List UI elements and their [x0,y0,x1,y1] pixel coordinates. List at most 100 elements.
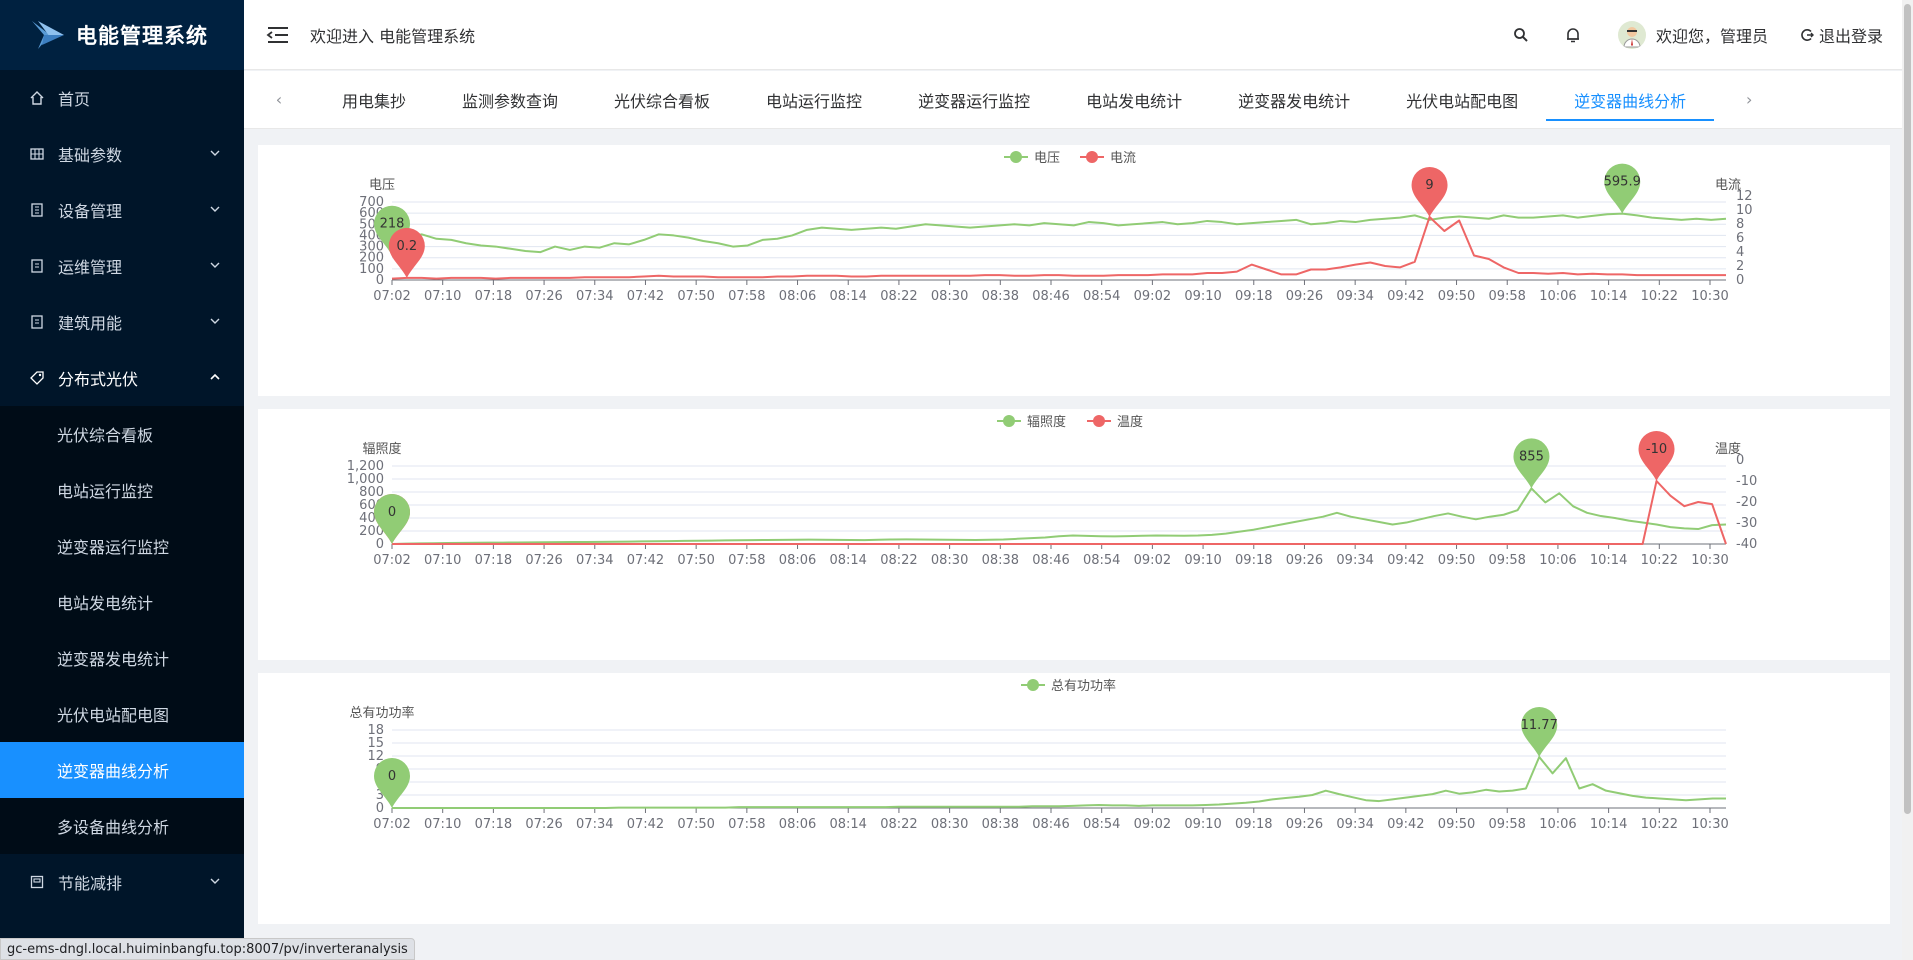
scrollbar-thumb[interactable] [1904,4,1911,814]
chevron-up-icon [210,373,220,380]
series-line-1 [391,216,1726,280]
legend-label-0: 总有功功率 [1051,678,1116,694]
markpoint-shape [1513,438,1550,489]
user-greeting[interactable]: 欢迎您，管理员 [1655,27,1768,46]
sidebar-item-home[interactable]: 首页 [0,70,244,126]
y-tick-label-right: 0 [1736,453,1744,468]
x-tick-label: 08:54 [1083,817,1120,832]
x-tick-label: 08:30 [931,289,968,304]
tab-inverter-monitor[interactable]: 逆变器运行监控 [918,91,1031,111]
x-tick-label: 10:06 [1539,553,1576,568]
x-tick-label: 08:46 [1032,553,1069,568]
x-tick-label: 07:42 [627,289,664,304]
chevron-down-icon [210,262,220,268]
y-tick-label-left: 1,000 [347,472,384,487]
x-tick-label: 09:02 [1134,553,1171,568]
document-icon [28,257,46,275]
x-tick-label: 08:22 [880,553,917,568]
tab-scroll-left-icon[interactable]: ‹ [275,90,283,109]
markpoint-pin: 11.77 [1521,706,1558,757]
sidebar-subitem-inverter-curve[interactable]: 逆变器曲线分析 [0,742,244,798]
x-tick-label: 07:50 [677,553,714,568]
y-tick-label-right: 8 [1736,217,1744,232]
y-tick-label-right: 12 [1736,189,1753,204]
sidebar-item-basic-params[interactable]: 基础参数 [0,126,244,182]
x-tick-label: 07:42 [627,553,664,568]
markpoint-shape [374,205,410,256]
sidebar-item-building-energy[interactable]: 建筑用能 [0,294,244,350]
tab-monitor-query[interactable]: 监测参数查询 [462,91,559,111]
markpoint-pin: 218 [374,205,410,256]
tag-icon [28,369,46,387]
sidebar-item-ops-mgmt[interactable]: 运维管理 [0,238,244,294]
sidebar-item-label: 基础参数 [58,146,123,165]
x-tick-label: 09:42 [1387,817,1424,832]
legend-marker [1093,415,1105,427]
tab-inverter-curve[interactable]: 逆变器曲线分析 [1546,71,1715,129]
x-tick-label: 10:30 [1691,553,1728,568]
legend-label-1: 电流 [1110,151,1136,166]
sidebar-subitem-inverter-monitor[interactable]: 逆变器运行监控 [57,538,170,557]
grid-icon [28,145,46,163]
markpoint-pin: 595.9 [1604,163,1641,214]
chart-panel-irradiance-temperature: 辐照度 温度 辐照度 温度 1,200 1,000 800 600 400 200 0 0 -10 -20… [258,409,1890,660]
sidebar-subitem-pv-dashboard[interactable]: 光伏综合看板 [57,426,154,445]
x-tick-label: 09:02 [1134,289,1171,304]
sidebar: 电能管理系统 首页 基础参数 设备管理 运维管理 [0,0,244,960]
sidebar-item-distributed-pv[interactable]: 分布式光伏 [0,350,244,406]
x-tick-label: 07:10 [424,553,461,568]
x-tick-label: 07:18 [475,553,512,568]
app-logo[interactable]: 电能管理系统 [0,0,244,70]
tab-scroll-right-icon[interactable]: › [1745,90,1753,109]
tab-station-monitor[interactable]: 电站运行监控 [766,91,863,111]
tab-pv-diagram[interactable]: 光伏电站配电图 [1406,91,1519,111]
y-tick-label-left: 100 [359,262,384,277]
home-icon [28,89,46,107]
y-tick-label-right: -20 [1736,495,1757,510]
x-tick-label: 09:26 [1286,289,1323,304]
y-tick-label-left: 0 [376,537,384,552]
page-scrollbar[interactable] [1902,0,1913,960]
sidebar-subitem-inverter-stats[interactable]: 逆变器发电统计 [57,650,170,669]
sidebar-subitem-multi-device-curve[interactable]: 多设备曲线分析 [57,818,170,837]
avatar[interactable] [1617,21,1646,49]
sidebar-subitem-station-monitor[interactable]: 电站运行监控 [57,482,154,501]
x-tick-label: 09:34 [1336,817,1373,832]
search-icon[interactable] [1510,24,1532,46]
x-tick-label: 09:02 [1134,817,1171,832]
y-tick-label-left: 700 [359,195,384,210]
logout-button[interactable]: 退出登录 [1800,23,1883,47]
x-tick-label: 10:14 [1590,553,1627,568]
x-tick-label: 09:50 [1438,817,1475,832]
x-tick-label: 07:10 [424,817,461,832]
x-tick-label: 09:34 [1336,289,1373,304]
tab-power-collection[interactable]: 用电集抄 [342,91,407,111]
x-tick-label: 08:06 [779,289,816,304]
sidebar-item-device-mgmt[interactable]: 设备管理 [0,182,244,238]
x-tick-label: 09:10 [1184,553,1221,568]
markpoint-shape [1604,163,1641,214]
tab-inverter-stats[interactable]: 逆变器发电统计 [1238,91,1351,111]
x-tick-label: 08:14 [829,289,866,304]
sidebar-item-energy-saving[interactable]: 节能减排 [0,854,244,910]
x-tick-label: 07:26 [525,289,562,304]
x-tick-label: 10:22 [1641,553,1678,568]
sidebar-subitem-station-stats[interactable]: 电站发电统计 [57,594,154,613]
bell-icon[interactable] [1562,24,1584,46]
markpoint-shape [1638,431,1675,481]
x-tick-label: 10:06 [1539,289,1576,304]
tab-station-stats[interactable]: 电站发电统计 [1086,91,1183,111]
markpoint-shape [374,758,410,808]
sidebar-subitem-pv-diagram[interactable]: 光伏电站配电图 [57,706,170,725]
y-tick-label-right: -10 [1736,474,1757,489]
x-tick-label: 07:02 [373,553,410,568]
x-tick-label: 10:30 [1691,817,1728,832]
x-tick-label: 09:10 [1184,289,1221,304]
tab-pv-dashboard[interactable]: 光伏综合看板 [614,91,711,111]
x-tick-label: 07:50 [677,289,714,304]
markpoint-label: 0.2 [396,239,417,254]
x-tick-label: 08:46 [1032,817,1069,832]
x-tick-label: 10:14 [1590,817,1627,832]
menu-toggle-icon[interactable] [264,21,292,49]
